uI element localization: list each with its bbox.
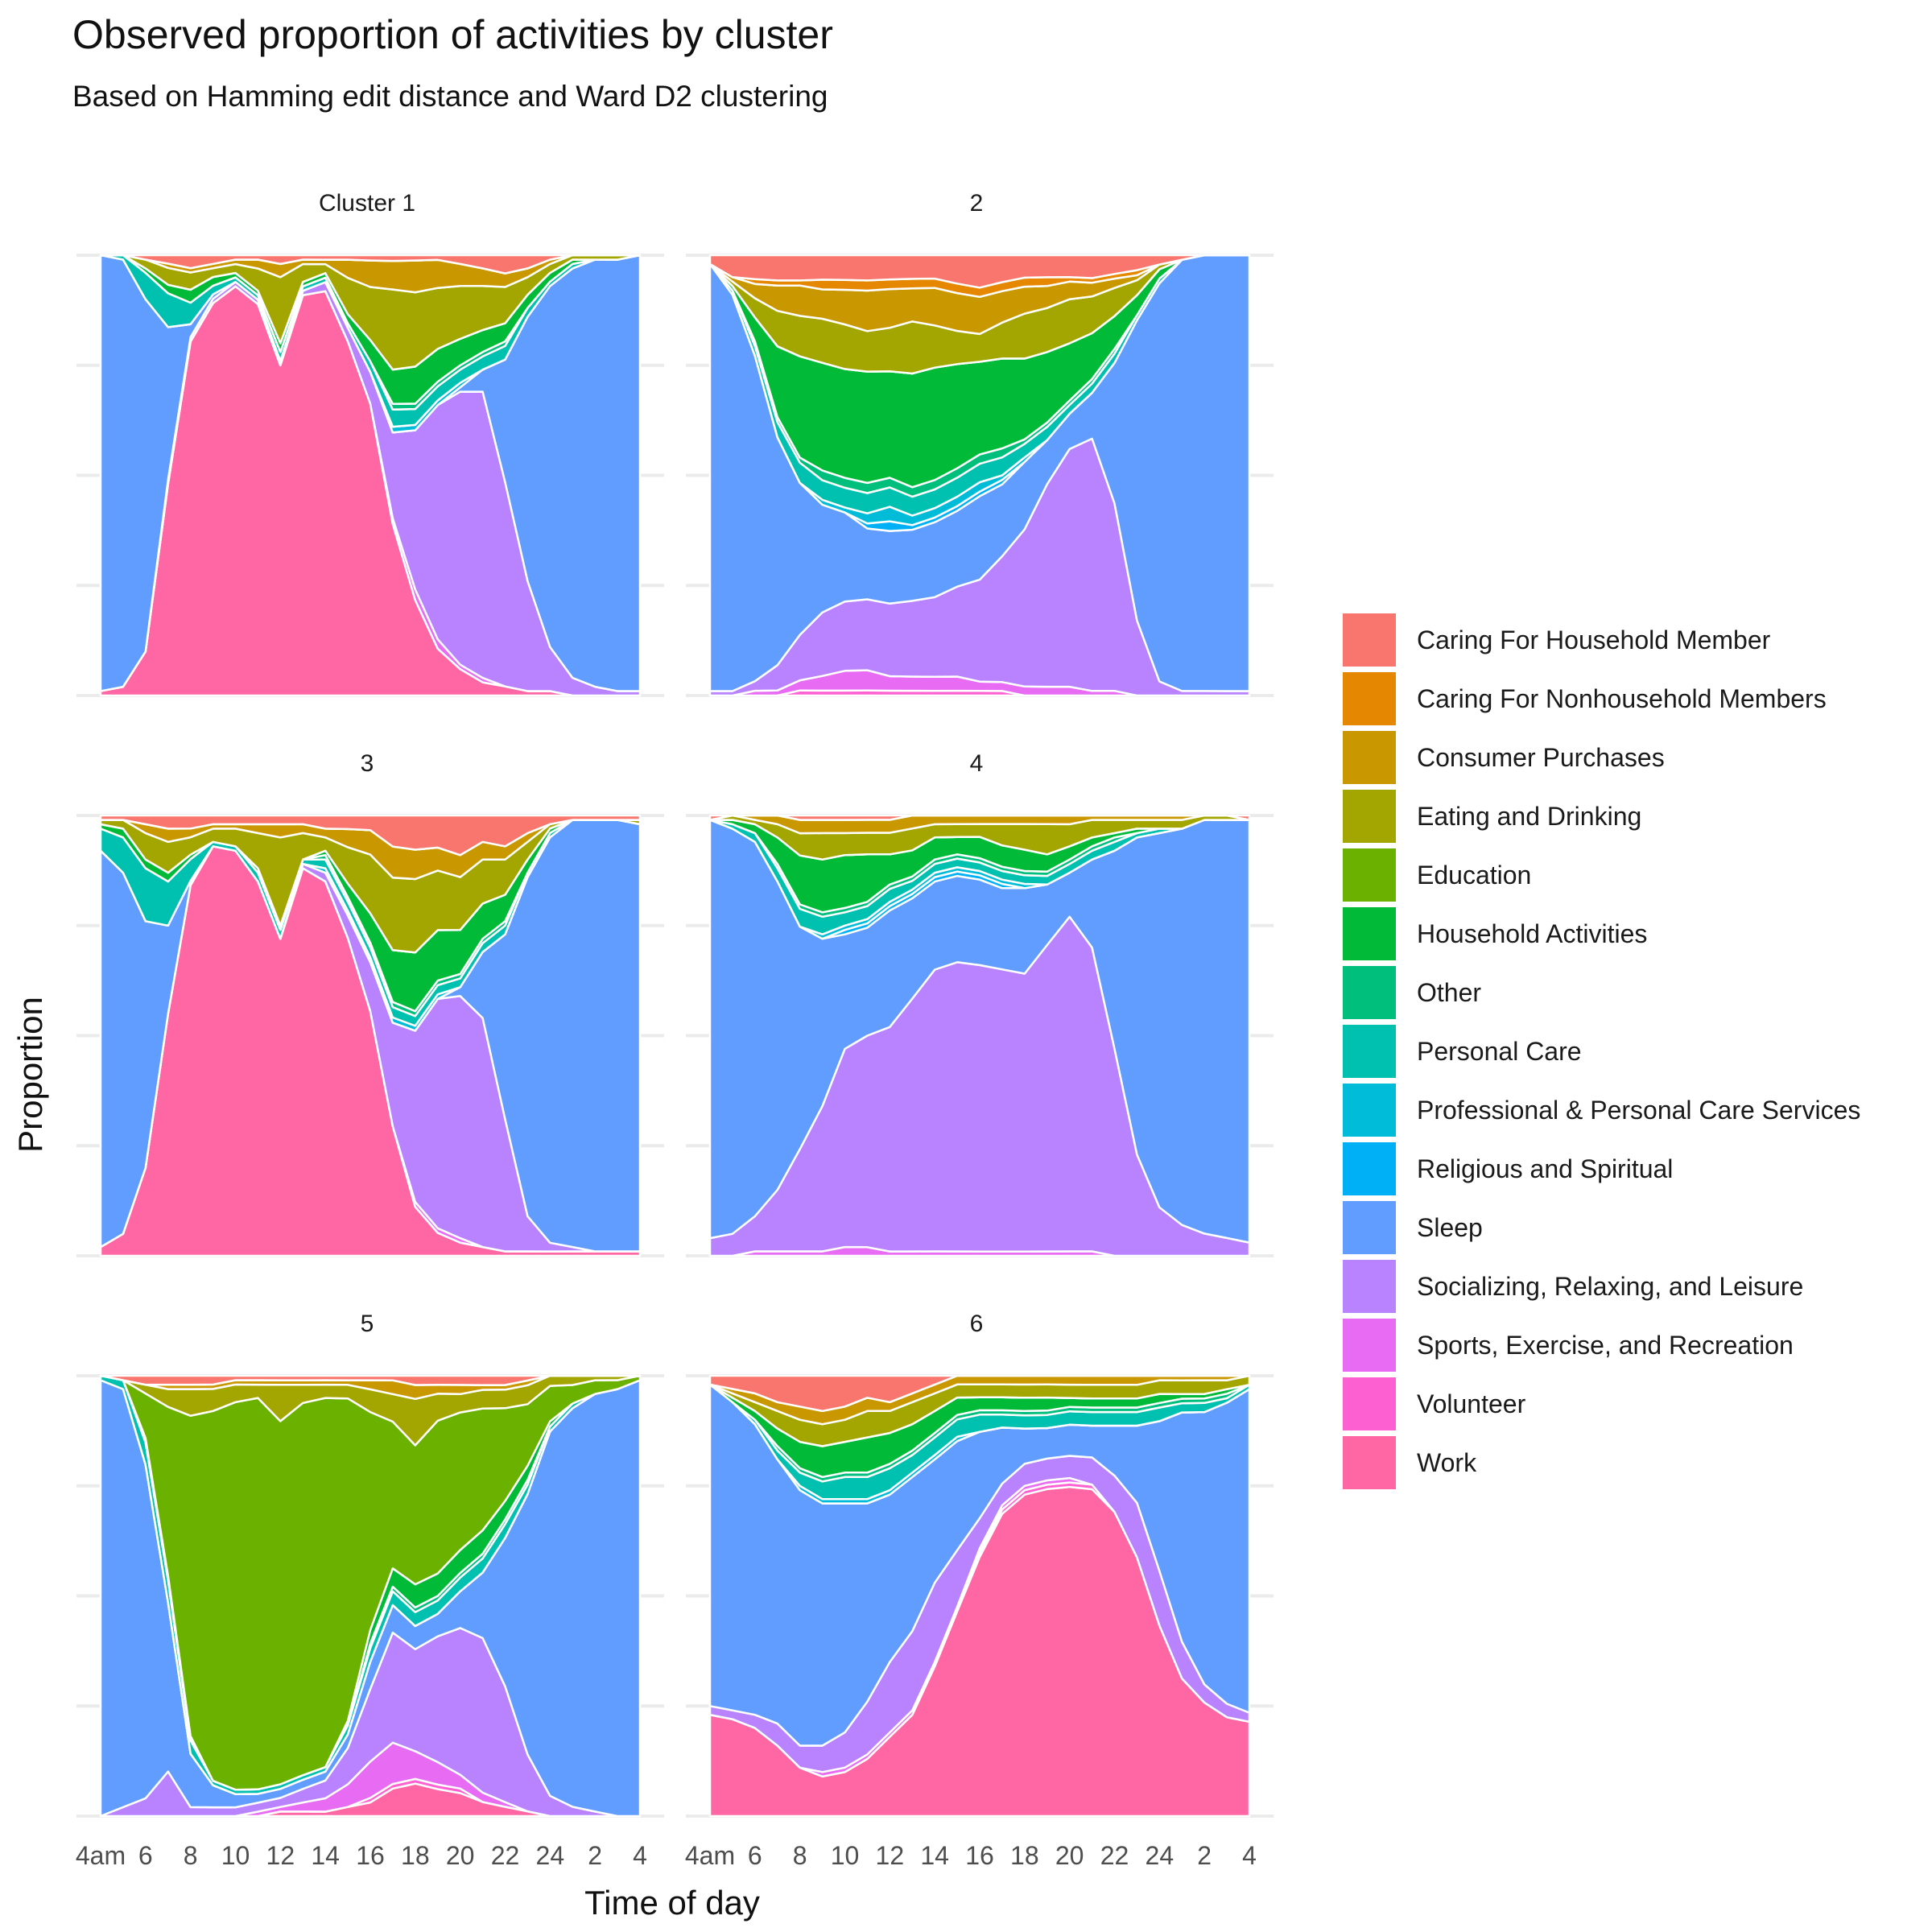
chart-title: Observed proportion of activities by clu…: [72, 12, 833, 57]
x-tick-label: 4am: [76, 1841, 126, 1870]
x-tick-label: 12: [876, 1841, 905, 1870]
legend-item-socializing-relaxing-and-leisure: Socializing, Relaxing, and Leisure: [1343, 1260, 1803, 1313]
x-tick-label: 12: [266, 1841, 295, 1870]
legend-item-professional-personal-care-services: Professional & Personal Care Services: [1343, 1084, 1860, 1137]
legend-key: [1343, 790, 1396, 843]
legend-item-consumer-purchases: Consumer Purchases: [1343, 731, 1665, 784]
area-caring-for-household-member: [99, 1374, 642, 1386]
legend-label: Socializing, Relaxing, and Leisure: [1417, 1272, 1803, 1301]
x-tick-label: 10: [221, 1841, 250, 1870]
x-tick-label: 24: [536, 1841, 565, 1870]
x-tick-label: 2: [1197, 1841, 1212, 1870]
legend-key: [1343, 1084, 1396, 1137]
panel-label: 5: [361, 1311, 374, 1337]
x-tick-label: 4: [633, 1841, 647, 1870]
x-tick-label: 22: [1100, 1841, 1129, 1870]
panel-2: 2: [686, 190, 1274, 697]
legend-item-education: Education: [1343, 848, 1531, 902]
x-tick-label: 4: [1242, 1841, 1257, 1870]
x-tick-label: 8: [793, 1841, 807, 1870]
x-tick-label: 2: [588, 1841, 602, 1870]
x-tick-label: 14: [311, 1841, 340, 1870]
panel-label: Cluster 1: [319, 190, 415, 217]
legend-key: [1343, 613, 1396, 667]
legend-label: Eating and Drinking: [1417, 802, 1641, 831]
legend-label: Sleep: [1417, 1213, 1483, 1242]
panel-label: 4: [970, 750, 984, 777]
legend-key: [1343, 966, 1396, 1019]
legend-key: [1343, 1260, 1396, 1313]
x-tick-label: 24: [1146, 1841, 1174, 1870]
x-tick-label: 4am: [685, 1841, 735, 1870]
area-caring-for-household-member: [99, 254, 642, 275]
area-caring-for-household-member: [99, 814, 642, 857]
legend: Caring For Household Member Caring For No…: [1343, 613, 1860, 1489]
legend-key: [1343, 672, 1396, 725]
legend-label: Education: [1417, 861, 1531, 890]
x-tick-label: 20: [1055, 1841, 1084, 1870]
legend-label: Sports, Exercise, and Recreation: [1417, 1331, 1794, 1360]
legend-item-sleep: Sleep: [1343, 1201, 1483, 1254]
legend-key: [1343, 1025, 1396, 1078]
area-caring-for-household-member: [708, 814, 1251, 821]
x-tick-label: 16: [965, 1841, 994, 1870]
legend-item-caring-for-nonhousehold-members: Caring For Nonhousehold Members: [1343, 672, 1827, 725]
area-caring-for-household-member: [708, 1374, 1251, 1413]
legend-label: Caring For Household Member: [1417, 625, 1771, 654]
area-caring-for-household-member: [708, 254, 1251, 289]
legend-label: Personal Care: [1417, 1037, 1582, 1066]
panel-label: 3: [361, 750, 374, 777]
legend-label: Work: [1417, 1448, 1477, 1477]
panel-label: 2: [970, 190, 984, 217]
legend-item-caring-for-household-member: Caring For Household Member: [1343, 613, 1771, 667]
x-tick-label: 18: [1010, 1841, 1039, 1870]
legend-item-personal-care: Personal Care: [1343, 1025, 1582, 1078]
x-tick-label: 6: [748, 1841, 762, 1870]
x-axis-title: Time of day: [584, 1884, 760, 1922]
legend-item-work: Work: [1343, 1436, 1477, 1489]
x-tick-label: 20: [446, 1841, 475, 1870]
legend-item-religious-and-spiritual: Religious and Spiritual: [1343, 1142, 1673, 1195]
panel-1: Cluster 1: [76, 190, 664, 697]
legend-key: [1343, 1319, 1396, 1372]
x-tick-label: 14: [920, 1841, 949, 1870]
legend-key: [1343, 907, 1396, 960]
legend-key: [1343, 1436, 1396, 1489]
legend-label: Caring For Nonhousehold Members: [1417, 684, 1827, 713]
legend-key: [1343, 1377, 1396, 1430]
panel-label: 6: [970, 1311, 984, 1337]
legend-item-other: Other: [1343, 966, 1481, 1019]
legend-key: [1343, 1201, 1396, 1254]
panel-3: 3: [76, 750, 664, 1257]
legend-label: Professional & Personal Care Services: [1417, 1096, 1860, 1125]
legend-item-eating-and-drinking: Eating and Drinking: [1343, 790, 1641, 843]
legend-key: [1343, 848, 1396, 902]
legend-key: [1343, 1142, 1396, 1195]
legend-item-sports-exercise-and-recreation: Sports, Exercise, and Recreation: [1343, 1319, 1794, 1372]
x-tick-label: 10: [831, 1841, 860, 1870]
panel-4: 4: [686, 750, 1274, 1257]
legend-label: Other: [1417, 978, 1481, 1007]
x-tick-label: 6: [138, 1841, 153, 1870]
legend-label: Consumer Purchases: [1417, 743, 1665, 772]
y-axis-title: Proportion: [11, 997, 49, 1153]
x-tick-label: 22: [491, 1841, 520, 1870]
legend-item-volunteer: Volunteer: [1343, 1377, 1526, 1430]
legend-label: Volunteer: [1417, 1389, 1526, 1418]
x-tick-label: 18: [401, 1841, 430, 1870]
legend-label: Household Activities: [1417, 919, 1647, 948]
legend-item-household-activities: Household Activities: [1343, 907, 1647, 960]
chart-subtitle: Based on Hamming edit distance and Ward …: [72, 80, 828, 113]
x-tick-label: 16: [356, 1841, 385, 1870]
x-tick-label: 8: [184, 1841, 198, 1870]
legend-label: Religious and Spiritual: [1417, 1154, 1673, 1183]
legend-key: [1343, 731, 1396, 784]
